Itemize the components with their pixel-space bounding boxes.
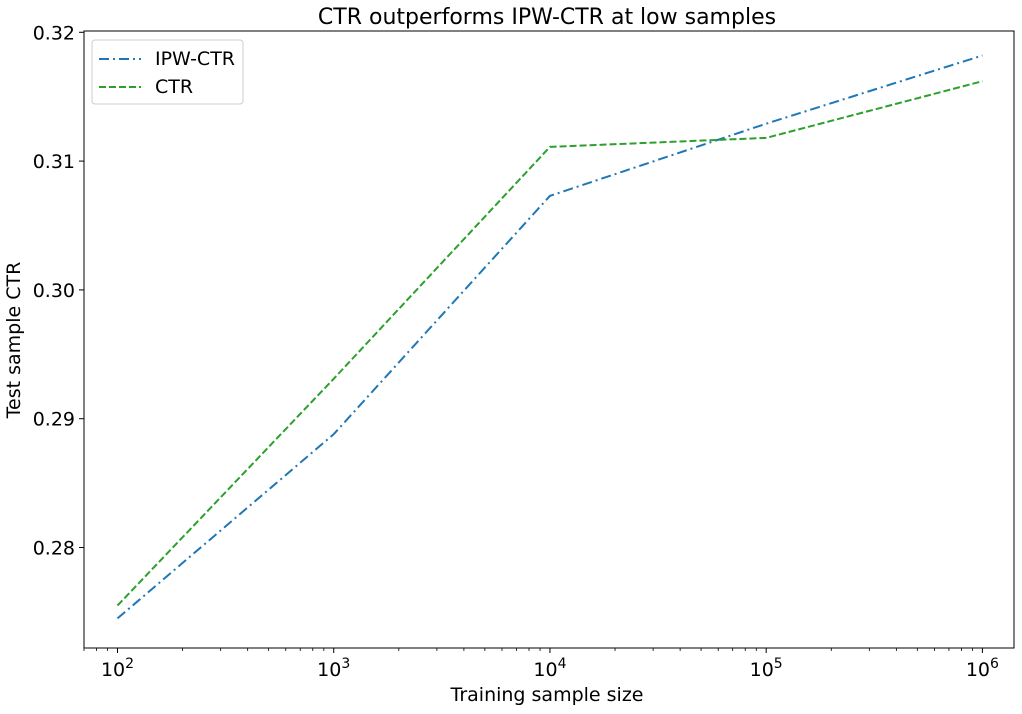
y-axis-label: Test sample CTR bbox=[3, 262, 25, 420]
series-layer bbox=[116, 54, 983, 620]
legend-label-ctr: CTR bbox=[155, 76, 193, 98]
x-tick-label: 103 bbox=[317, 656, 350, 681]
legend-label-ipw-ctr: IPW-CTR bbox=[155, 48, 235, 70]
plot-area bbox=[83, 30, 1015, 649]
chart-title: CTR outperforms IPW-CTR at low samples bbox=[318, 5, 776, 30]
x-axis: 102 103 104 105 106 bbox=[83, 648, 999, 681]
x-tick-label: 105 bbox=[750, 656, 783, 681]
x-tick-label: 102 bbox=[101, 656, 134, 681]
y-tick-label: 0.28 bbox=[33, 538, 75, 560]
y-tick-label: 0.31 bbox=[33, 151, 75, 173]
x-axis-label: Training sample size bbox=[450, 684, 644, 706]
legend: IPW-CTR CTR bbox=[91, 39, 244, 105]
y-axis: 0.28 0.29 0.30 0.31 0.32 bbox=[33, 22, 84, 560]
x-tick-label: 104 bbox=[533, 656, 566, 681]
series-line-ctr bbox=[116, 80, 983, 607]
y-tick-label: 0.32 bbox=[33, 22, 75, 44]
x-tick-label: 106 bbox=[966, 656, 999, 681]
series-line-ipw-ctr bbox=[116, 54, 983, 620]
y-tick-label: 0.30 bbox=[33, 280, 75, 302]
y-tick-label: 0.29 bbox=[33, 409, 75, 431]
